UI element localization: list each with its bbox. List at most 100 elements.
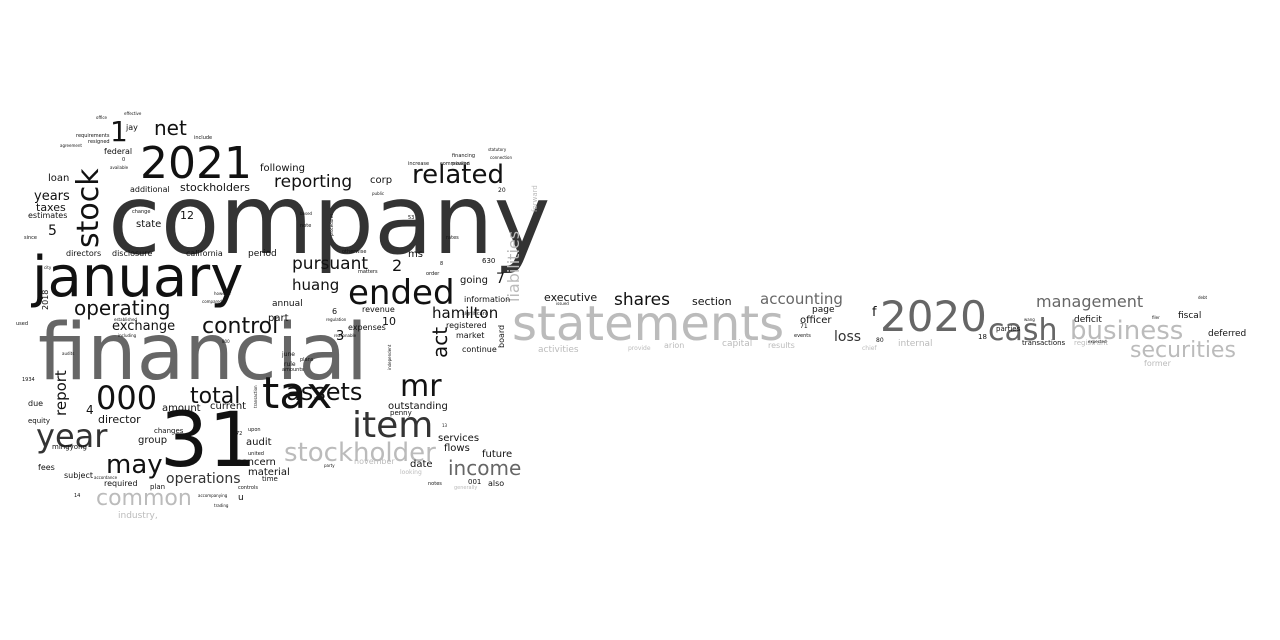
cloud-word: otherwise [342, 249, 367, 255]
cloud-word: wang [1024, 317, 1035, 322]
cloud-word: required [104, 479, 138, 488]
cloud-word: upon [248, 427, 261, 433]
cloud-word: expected [1088, 339, 1107, 344]
cloud-word: notes [428, 481, 442, 487]
cloud-word: outstanding [388, 401, 448, 412]
cloud-word: mr [400, 369, 442, 404]
cloud-word: ms [408, 249, 423, 260]
cloud-word: office [96, 115, 107, 120]
cloud-word: income [448, 456, 522, 480]
cloud-word: stockholder [284, 438, 436, 468]
cloud-word: total [190, 384, 241, 409]
cloud-word: 0 [122, 157, 126, 163]
cloud-word: following [260, 163, 305, 174]
cloud-word: parties [996, 325, 1021, 333]
cloud-word: related [412, 160, 504, 190]
cloud-word: information [464, 295, 511, 304]
cloud-word: page [812, 305, 835, 315]
cloud-word: arion [664, 341, 685, 350]
cloud-word: mingyong [52, 443, 87, 451]
cloud-word: continue [462, 345, 497, 354]
cloud-word: provided [452, 161, 470, 166]
cloud-word: disclosure [112, 249, 153, 258]
cloud-word: control [202, 314, 279, 339]
cloud-word: may [106, 450, 163, 480]
cloud-word: 71 [800, 323, 808, 330]
cloud-word: fiscal [1178, 311, 1202, 321]
cloud-word: federal [104, 147, 133, 156]
cloud-word: directors [66, 249, 102, 258]
cloud-word: changes [154, 427, 184, 435]
cloud-word: year [36, 417, 108, 455]
cloud-word: future [482, 449, 513, 460]
cloud-word: agreement [60, 143, 82, 148]
cloud-word: plan [150, 483, 166, 491]
cloud-word: equity [28, 417, 51, 425]
cloud-word: significant [462, 311, 488, 317]
cloud-word: rule [284, 361, 296, 368]
cloud-word: director [98, 413, 141, 426]
cloud-word: period [248, 249, 277, 259]
cloud-word: common [96, 486, 192, 511]
cloud-word: compared [202, 299, 223, 304]
cloud-word: services [438, 433, 480, 444]
cloud-word: 2021 [140, 138, 252, 189]
cloud-word: activities [538, 345, 579, 355]
cloud-word: procedures [329, 213, 334, 236]
cloud-word: deficit [1074, 315, 1102, 325]
cloud-word: f [872, 305, 877, 320]
cloud-word: party [324, 463, 335, 468]
cloud-word: part [268, 313, 289, 324]
cloud-word: also [488, 479, 505, 488]
cloud-word: operations [166, 471, 241, 487]
cloud-word: 10 [382, 315, 396, 328]
cloud-word: resigned [88, 139, 110, 145]
cloud-word: 5 [48, 223, 57, 239]
cloud-word: accompanying [198, 493, 228, 498]
cloud-word: june [282, 351, 295, 358]
cloud-word: 6 [332, 307, 338, 316]
cloud-word: 000 [96, 379, 158, 417]
cloud-word: current [210, 401, 247, 412]
cloud-word: based [300, 211, 313, 216]
cloud-word: established [114, 317, 137, 322]
cloud-word: material [248, 467, 290, 478]
cloud-word: controls [238, 485, 258, 491]
cloud-word: 4 [86, 403, 94, 417]
cloud-word: report [52, 370, 70, 416]
cloud-word: connection [490, 155, 513, 160]
cloud-word: accordance [94, 475, 118, 480]
cloud-word: public [372, 191, 385, 196]
cloud-word: item [352, 405, 434, 446]
cloud-word: statutory [488, 147, 507, 152]
cloud-word: forward [531, 185, 539, 212]
cloud-word: expenses [348, 323, 386, 332]
cloud-word: 53 [408, 215, 415, 221]
cloud-word: business [1070, 316, 1184, 346]
cloud-word: annual [272, 299, 303, 309]
cloud-word: industry, [118, 511, 158, 521]
cloud-word: available [110, 165, 129, 170]
cloud-word: concern [236, 457, 276, 468]
cloud-word: 001 [468, 478, 482, 486]
cloud-word: net [154, 116, 187, 140]
cloud-word: taxes [36, 201, 66, 214]
cloud-word: group [138, 435, 168, 446]
cloud-word: loan [48, 173, 70, 184]
cloud-word: matters [358, 269, 378, 275]
cloud-word: additional [130, 185, 170, 194]
cloud-word: change [132, 209, 151, 215]
cloud-word: ended [348, 273, 455, 313]
cloud-word: 3 [336, 329, 345, 344]
cloud-word: debt [1198, 295, 1208, 300]
cloud-word: cash [988, 313, 1058, 348]
cloud-word: november [354, 457, 395, 466]
cloud-word: audits [62, 351, 75, 356]
cloud-word: officer [800, 315, 832, 326]
cloud-word: subject [64, 471, 93, 480]
cloud-word: 18 [978, 333, 987, 341]
cloud-word: internal [898, 339, 933, 349]
cloud-word: u [238, 493, 244, 503]
cloud-word: deferred [1208, 329, 1247, 339]
cloud-word: include [194, 135, 213, 141]
